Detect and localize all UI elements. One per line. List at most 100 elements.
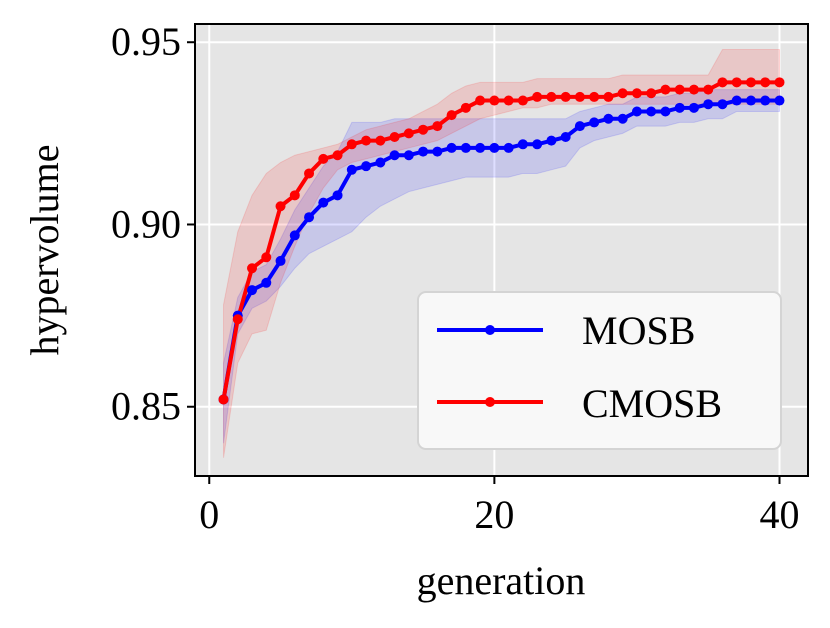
- legend-entry-mosb: MOSB: [437, 308, 695, 353]
- point-mosb: [375, 157, 386, 168]
- y-axis-label: hypervolume: [22, 144, 67, 355]
- point-cmosb: [275, 201, 286, 212]
- plot-frame: [194, 23, 809, 477]
- point-mosb: [546, 135, 557, 146]
- point-cmosb: [617, 88, 628, 99]
- point-mosb: [289, 230, 300, 241]
- point-cmosb: [589, 91, 600, 102]
- line-cmosb: [221, 80, 780, 400]
- point-mosb: [460, 142, 471, 153]
- point-mosb: [432, 146, 443, 157]
- y-tick-label: 0.85: [111, 384, 181, 429]
- x-axis-label: generation: [417, 558, 586, 603]
- band-mosb: [223, 89, 780, 444]
- point-mosb: [361, 161, 372, 172]
- point-mosb: [346, 164, 357, 175]
- point-cmosb: [774, 77, 785, 88]
- point-cmosb: [503, 95, 514, 106]
- point-cmosb: [532, 91, 543, 102]
- point-mosb: [517, 139, 528, 150]
- point-cmosb: [418, 124, 429, 135]
- point-cmosb: [232, 314, 243, 325]
- point-cmosb: [546, 91, 557, 102]
- point-mosb: [403, 150, 414, 161]
- point-mosb: [532, 139, 543, 150]
- point-mosb: [247, 285, 258, 296]
- point-mosb: [489, 142, 500, 153]
- point-cmosb: [574, 91, 585, 102]
- y-tick-label: 0.90: [111, 201, 181, 246]
- point-mosb: [688, 102, 699, 113]
- x-tick-label: 20: [474, 492, 514, 537]
- point-cmosb: [318, 153, 329, 164]
- legend-label-cmosb: CMOSB: [582, 381, 722, 426]
- x-tick-label: 0: [199, 492, 219, 537]
- point-mosb: [318, 197, 329, 208]
- point-mosb: [418, 146, 429, 157]
- x-tick-label: 40: [759, 492, 799, 537]
- series-markers: [218, 77, 785, 405]
- point-cmosb: [361, 135, 372, 146]
- point-mosb: [475, 142, 486, 153]
- point-cmosb: [688, 84, 699, 95]
- legend: MOSB CMOSB: [417, 291, 782, 450]
- point-cmosb: [247, 263, 258, 274]
- point-mosb: [560, 132, 571, 142]
- point-cmosb: [489, 95, 500, 106]
- point-mosb: [603, 113, 614, 124]
- point-cmosb: [332, 150, 343, 161]
- point-cmosb: [631, 88, 642, 99]
- point-mosb: [731, 95, 742, 106]
- point-cmosb: [460, 102, 471, 113]
- point-mosb: [674, 102, 685, 113]
- point-mosb: [660, 106, 671, 117]
- point-cmosb: [475, 95, 486, 106]
- point-mosb: [631, 106, 642, 117]
- point-mosb: [332, 190, 343, 201]
- point-mosb: [275, 255, 286, 266]
- y-tick-label: 0.95: [111, 19, 181, 64]
- point-cmosb: [660, 84, 671, 95]
- point-mosb: [503, 142, 514, 153]
- point-cmosb: [517, 95, 528, 106]
- line-mosb: [221, 98, 780, 400]
- point-cmosb: [346, 139, 357, 150]
- point-cmosb: [304, 168, 315, 179]
- point-mosb: [389, 150, 400, 161]
- point-cmosb: [432, 121, 443, 132]
- point-cmosb: [261, 252, 272, 263]
- point-mosb: [703, 99, 714, 110]
- point-mosb: [774, 95, 785, 106]
- point-cmosb: [289, 190, 300, 201]
- point-cmosb: [731, 77, 742, 88]
- point-cmosb: [760, 77, 771, 88]
- point-mosb: [574, 121, 585, 132]
- point-mosb: [446, 142, 457, 153]
- point-mosb: [304, 212, 315, 223]
- point-mosb: [646, 106, 657, 117]
- point-cmosb: [646, 88, 657, 99]
- point-mosb: [760, 95, 771, 106]
- point-cmosb: [674, 84, 685, 95]
- legend-marker-mosb: [485, 325, 495, 335]
- point-cmosb: [560, 91, 571, 102]
- point-cmosb: [703, 84, 714, 95]
- axis-ticks: 0 20 40 0.85 0.90 0.95: [111, 19, 799, 537]
- point-cmosb: [745, 77, 756, 88]
- point-mosb: [589, 117, 600, 128]
- point-cmosb: [603, 91, 614, 102]
- point-cmosb: [403, 128, 414, 139]
- point-mosb: [261, 277, 272, 288]
- point-mosb: [745, 95, 756, 106]
- point-cmosb: [218, 394, 229, 405]
- point-mosb: [717, 99, 728, 110]
- legend-marker-cmosb: [485, 397, 495, 407]
- point-cmosb: [389, 132, 400, 142]
- series-lines: [221, 80, 780, 400]
- point-mosb: [617, 113, 628, 124]
- point-cmosb: [375, 135, 386, 146]
- point-cmosb: [446, 110, 457, 121]
- point-cmosb: [717, 77, 728, 88]
- legend-label-mosb: MOSB: [582, 308, 695, 353]
